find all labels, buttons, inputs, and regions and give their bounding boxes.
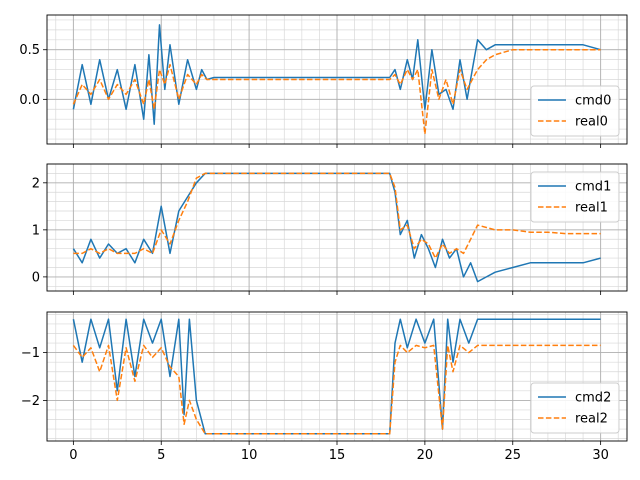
- axes-frame: [46, 163, 628, 292]
- y-tick-label: 1: [32, 223, 40, 238]
- y-tick-label: −2: [21, 394, 40, 409]
- series-line-cmd0: [72, 24, 601, 125]
- x-tick-label: 5: [157, 448, 165, 463]
- legend-box: [530, 171, 620, 223]
- y-tick-label: −1: [21, 346, 40, 361]
- legend: cmd2 real2: [530, 382, 620, 434]
- legend-label-real1: real1: [575, 201, 608, 216]
- legend-label-cmd2: cmd2: [575, 391, 611, 406]
- y-tick-label: 0.5: [19, 43, 40, 58]
- x-tick-label: 20: [417, 448, 434, 463]
- axes-frame: [46, 14, 628, 145]
- legend-label-cmd1: cmd1: [575, 180, 611, 195]
- axes-frame: [46, 311, 628, 442]
- y-tick-label: 2: [32, 176, 40, 191]
- legend-box: [530, 382, 620, 434]
- legend-label-cmd0: cmd0: [575, 94, 611, 109]
- series-line-real0: [72, 48, 601, 135]
- legend-label-real2: real2: [575, 412, 608, 427]
- legend-label-real0: real0: [575, 115, 608, 130]
- x-tick-label: 25: [504, 448, 521, 463]
- legend: cmd1 real1: [530, 171, 620, 223]
- x-tick-label: 30: [592, 448, 609, 463]
- y-tick-label: 0.0: [19, 93, 40, 108]
- y-tick-label: 0: [32, 270, 40, 285]
- series-line-real2: [72, 344, 601, 435]
- x-tick-label: 10: [241, 448, 258, 463]
- legend-box: [530, 85, 620, 137]
- subplot-0: 0.0 0.5 cmd0 real0: [19, 14, 628, 148]
- x-tick-label: 15: [329, 448, 346, 463]
- subplot-2: 0 5 10 15 20 25 30 −2 −1 cmd2 real2: [21, 311, 628, 463]
- legend: cmd0 real0: [530, 85, 620, 137]
- series-line-real1: [73, 172, 601, 259]
- x-tick-label: 0: [69, 448, 77, 463]
- subplot-1: 0 1 2 cmd1 real1: [32, 163, 628, 295]
- series-line-cmd1: [72, 172, 601, 283]
